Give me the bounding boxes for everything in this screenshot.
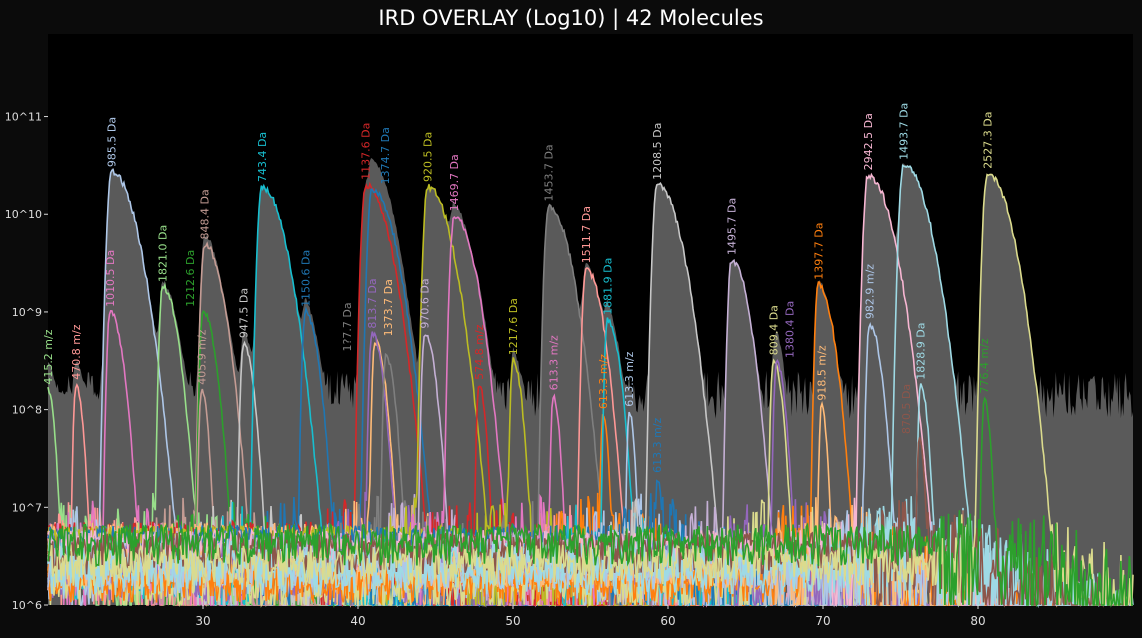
- x-tick-label: 40: [350, 614, 365, 628]
- peak-label-5: 848.4 Da: [199, 189, 212, 239]
- y-tick-label: 10^7: [12, 501, 42, 514]
- peak-label-15: 1?7.7 Da: [341, 302, 354, 351]
- peak-label-29: 1495.7 Da: [726, 198, 739, 255]
- peak-label-3: 1010.5 Da: [104, 250, 117, 307]
- peak-label-14: 813.7 Da: [366, 278, 379, 328]
- y-tick-label: 10^11: [5, 111, 42, 124]
- total-envelope-area: [48, 158, 1133, 605]
- peak-label-19: 574.8 m/z: [473, 324, 486, 379]
- y-tick-label: 10^6: [12, 599, 42, 612]
- y-tick-label: 10^9: [12, 306, 42, 319]
- peak-label-18: 1469.7 Da: [448, 154, 461, 211]
- peak-label-38: 870.5 Da: [900, 384, 913, 434]
- peak-label-23: 1511.7 Da: [580, 206, 593, 263]
- peak-label-12: 1374.7 Da: [379, 127, 392, 184]
- peak-label-35: 982.9 m/z: [864, 264, 877, 319]
- x-tick-label: 30: [195, 614, 210, 628]
- peak-label-22: 1453.7 Da: [543, 144, 556, 201]
- y-tick-label: 10^10: [5, 208, 42, 221]
- peak-label-40: 776.4 m/z: [978, 338, 991, 393]
- peak-label-37: 1828.9 Da: [915, 322, 928, 379]
- x-tick-label: 80: [970, 614, 985, 628]
- peak-label-25: 1881.9 Da: [602, 258, 615, 315]
- peak-label-34: 2942.5 Da: [862, 113, 875, 170]
- peak-label-33: 918.5 m/z: [815, 345, 828, 400]
- peak-label-30: 809.4 Da: [767, 305, 780, 355]
- x-tick-label: 50: [505, 614, 520, 628]
- peak-label-10: 1150.6 Da: [299, 250, 312, 307]
- peak-label-17: 920.5 Da: [422, 132, 435, 182]
- peak-label-9: 743.4 Da: [256, 132, 269, 182]
- peak-label-26: 613.3 m/z: [623, 351, 636, 406]
- peak-label-27: 613.3 m/z: [651, 417, 664, 472]
- peak-label-24: 613.3 m/z: [597, 354, 610, 409]
- x-tick-label: 70: [815, 614, 830, 628]
- peak-label-11: 1137.6 Da: [360, 123, 373, 180]
- peak-label-8: 947.5 Da: [237, 288, 250, 338]
- series-line-40: [47, 396, 1133, 608]
- peak-label-4: 1821.0 Da: [157, 225, 170, 282]
- peak-label-20: 1217.6 Da: [507, 298, 520, 355]
- peak-label-13: 1373.7 Da: [382, 279, 395, 336]
- peak-label-7: 405.9 m/z: [195, 329, 208, 384]
- peak-label-31: 1380.4 Da: [784, 301, 797, 358]
- peak-label-39: 2527.3 Da: [981, 112, 994, 169]
- peak-label-0: 415.2 m/z: [42, 329, 55, 384]
- peak-label-1: 470.8 m/z: [70, 324, 83, 379]
- peak-label-32: 1397.7 Da: [812, 222, 825, 279]
- peak-label-28: 1208.5 Da: [651, 123, 664, 180]
- peak-label-2: 985.5 Da: [106, 117, 119, 167]
- peak-label-21: 613.3 m/z: [547, 335, 560, 390]
- peak-label-6: 1212.6 Da: [184, 250, 197, 307]
- chart-title: IRD OVERLAY (Log10) | 42 Molecules: [378, 6, 764, 30]
- peak-label-36: 1493.7 Da: [898, 103, 911, 160]
- peak-label-16: 970.6 Da: [419, 278, 432, 328]
- x-tick-label: 60: [660, 614, 675, 628]
- y-tick-label: 10^8: [12, 404, 42, 417]
